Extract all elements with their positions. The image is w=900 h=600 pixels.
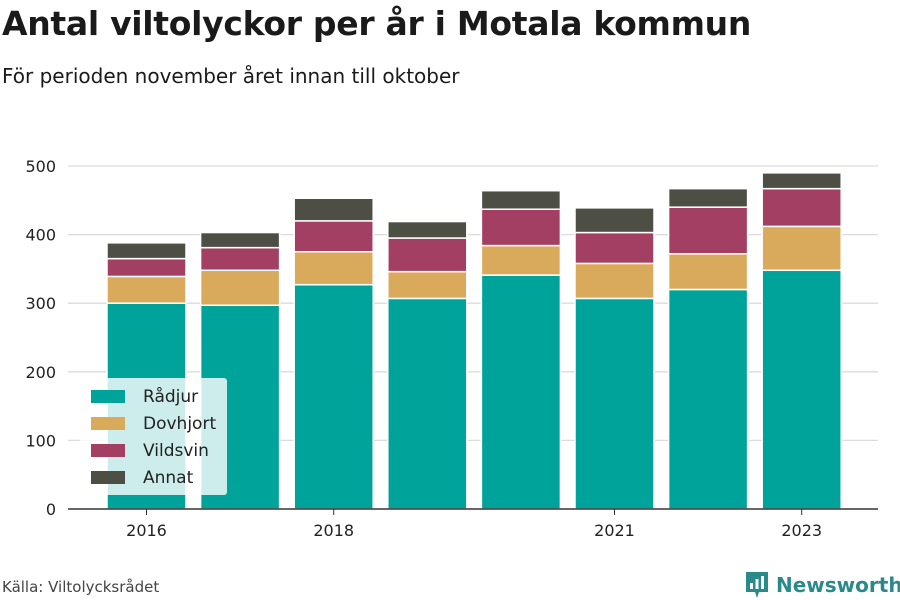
bar-segment-vildsvin: [106, 257, 187, 278]
bar-segment-vildsvin: [293, 220, 374, 253]
bar-segment-dovhjort: [106, 275, 187, 304]
y-tick-label: 500: [25, 157, 56, 176]
bar-segment-dovhjort: [480, 244, 562, 276]
bar-segment-annat: [106, 242, 187, 260]
bar-segment-rådjur: [574, 297, 655, 510]
chart-title: Antal viltolyckor per år i Motala kommun: [2, 4, 752, 43]
bar-segment-dovhjort: [574, 262, 655, 300]
chart-subtitle: För perioden november året innan till ok…: [2, 64, 460, 88]
legend-swatch: [91, 471, 125, 484]
bar-segment-vildsvin: [667, 206, 749, 255]
bar-segment-rådjur: [387, 297, 468, 510]
bar-segment-dovhjort: [761, 225, 842, 272]
bar-segment-annat: [574, 207, 655, 234]
bar-segment-rådjur: [667, 288, 749, 510]
y-tick-label: 300: [25, 294, 56, 313]
legend-label: Annat: [143, 468, 194, 488]
legend-swatch: [91, 444, 125, 457]
stacked-bar-chart: 0 100 200 300 400 500 2016 2018 2021 2023 Rådjur…: [25, 157, 878, 540]
bar-segment-vildsvin: [574, 231, 655, 265]
bar-segment-rådjur: [761, 269, 842, 510]
x-tick-label: 2016: [126, 521, 167, 540]
bar-segment-annat: [480, 189, 562, 210]
bar-segment-annat: [293, 197, 374, 222]
x-tick-label: 2018: [313, 521, 354, 540]
bar-segment-vildsvin: [480, 208, 562, 247]
bar-segment-annat: [387, 220, 468, 239]
bar-segment-vildsvin: [199, 246, 281, 272]
x-tick-label: 2021: [594, 521, 635, 540]
bar-segment-dovhjort: [387, 270, 468, 300]
bar-segment-annat: [667, 187, 749, 208]
legend-box: [80, 378, 227, 495]
x-tick-label: 2023: [781, 521, 822, 540]
y-tick-label: 400: [25, 226, 56, 245]
y-axis: 0 100 200 300 400 500: [25, 157, 56, 519]
brand-name: Newsworthy: [776, 573, 900, 597]
y-tick-label: 200: [25, 363, 56, 382]
bar-segment-dovhjort: [667, 253, 749, 291]
x-axis: 2016 2018 2021 2023: [68, 508, 878, 540]
bar-segment-vildsvin: [761, 187, 842, 228]
bar-segment-annat: [761, 172, 842, 190]
legend: Rådjur Dovhjort Vildsvin Annat: [80, 378, 227, 495]
bar-segment-annat: [199, 231, 281, 249]
bar-segment-dovhjort: [293, 251, 374, 286]
brand-logo[interactable]: Newsworthy: [744, 570, 900, 600]
bar-segment-rådjur: [293, 283, 374, 510]
legend-swatch: [91, 390, 125, 403]
newsworthy-logo-icon: [746, 572, 768, 598]
legend-label: Rådjur: [143, 386, 198, 407]
legend-label: Dovhjort: [143, 414, 216, 434]
legend-swatch: [91, 417, 125, 430]
bar-segment-dovhjort: [199, 269, 281, 307]
source-note: Källa: Viltolycksrådet: [2, 578, 160, 596]
legend-label: Vildsvin: [143, 441, 209, 461]
bar-segment-vildsvin: [387, 237, 468, 273]
bar-segment-rådjur: [480, 274, 562, 510]
y-tick-label: 0: [46, 500, 56, 519]
y-tick-label: 100: [25, 431, 56, 450]
